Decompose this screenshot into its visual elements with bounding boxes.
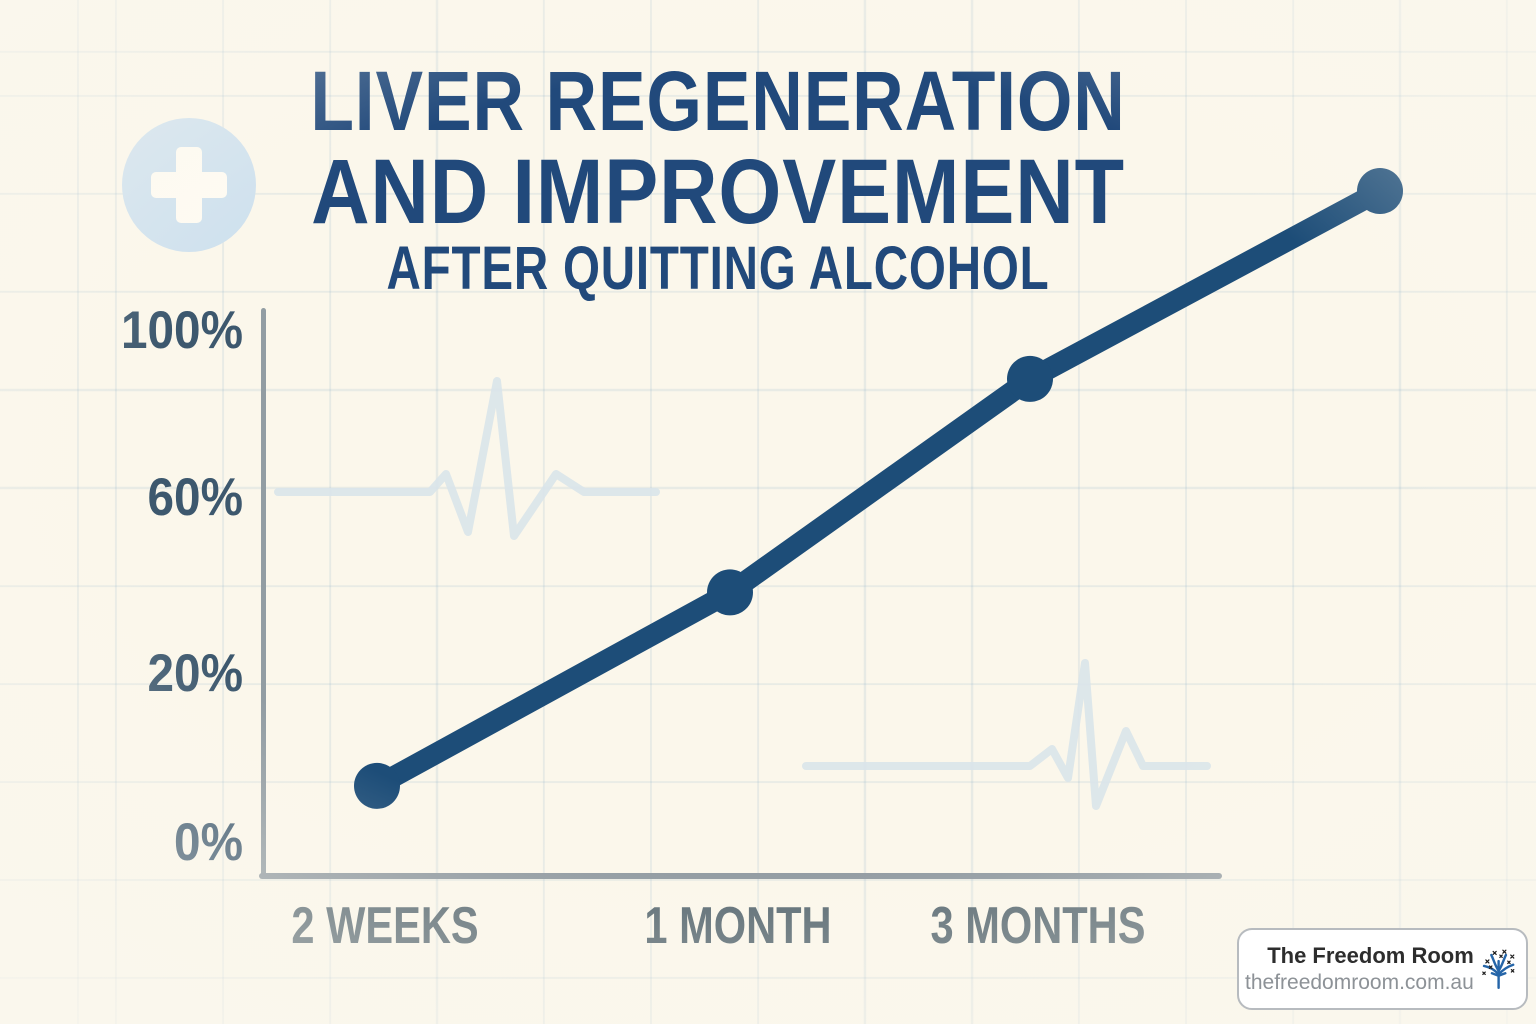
data-point-marker [707, 569, 753, 616]
data-point-marker [1007, 355, 1053, 402]
data-line [366, 180, 1391, 797]
x-tick-label: 2 WEEKS [291, 897, 479, 955]
brand-url: thefreedomroom.com.au [1245, 970, 1474, 994]
x-tick-label: 3 MONTHS [930, 897, 1146, 955]
brand-text-block: The Freedom Room thefreedomroom.com.au [1245, 942, 1474, 996]
brand-badge: The Freedom Room thefreedomroom.com.au [1237, 928, 1528, 1010]
brand-name: The Freedom Room [1267, 943, 1474, 969]
x-tick-label: 1 MONTH [644, 897, 832, 955]
data-point-marker [354, 762, 400, 809]
data-point-marker [1357, 168, 1403, 215]
tree-icon [1481, 949, 1515, 990]
